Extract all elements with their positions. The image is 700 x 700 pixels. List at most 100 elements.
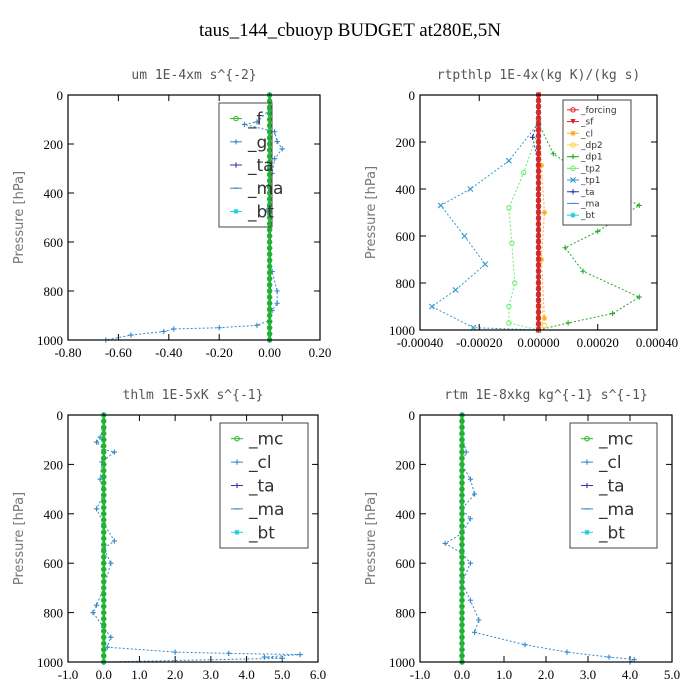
data-point <box>459 430 465 437</box>
data-point <box>459 498 465 505</box>
data-point <box>512 280 518 286</box>
legend-marker <box>234 482 240 489</box>
series-line <box>508 130 539 331</box>
data-point <box>266 245 273 251</box>
data-point <box>104 644 110 650</box>
y-tick-label: 200 <box>396 457 416 472</box>
data-point <box>266 263 273 270</box>
legend-box <box>219 422 309 549</box>
data-point <box>459 541 465 548</box>
y-tick-label: 200 <box>44 137 64 152</box>
data-point <box>535 133 542 139</box>
data-point <box>535 233 542 239</box>
data-point <box>562 245 568 251</box>
data-point <box>459 622 465 628</box>
plot-frame <box>419 94 658 331</box>
data-point <box>101 486 107 492</box>
data-point <box>272 156 278 162</box>
data-point <box>535 262 542 269</box>
data-point <box>467 476 473 482</box>
data-point <box>272 129 278 135</box>
legend-label: _ma <box>580 199 600 209</box>
data-point <box>101 437 107 443</box>
y-tick-label: 800 <box>44 606 64 621</box>
data-point <box>506 205 512 211</box>
data-point <box>101 498 107 505</box>
data-point <box>505 157 512 164</box>
data-point <box>535 250 542 257</box>
data-point <box>459 461 465 468</box>
legend-marker <box>570 177 576 184</box>
data-point <box>535 180 542 186</box>
x-tick-label: 4.0 <box>238 667 254 682</box>
data-point <box>459 646 465 653</box>
y-tick-label: 800 <box>44 284 64 299</box>
data-point <box>459 616 465 622</box>
series-f <box>266 92 273 343</box>
y-tick-label: 600 <box>44 556 64 571</box>
data-point <box>459 628 465 634</box>
legend-marker <box>233 115 239 122</box>
data-point <box>266 227 273 233</box>
data-point <box>101 591 107 597</box>
data-point <box>541 315 548 321</box>
data-point <box>529 134 536 140</box>
data-point <box>459 474 465 480</box>
series-mc <box>101 412 107 665</box>
data-point <box>101 609 107 616</box>
data-point <box>459 437 465 443</box>
data-point <box>101 430 107 437</box>
series-mc <box>459 412 465 665</box>
data-point <box>266 331 273 337</box>
legend-marker <box>570 107 576 113</box>
data-point <box>101 566 107 573</box>
data-point <box>101 634 107 640</box>
panel-1: um 1E-4xm s^{-2} Pressure [hPa] -0.80 -0.60… <box>12 68 331 360</box>
plot-frame <box>419 414 673 663</box>
data-point <box>461 233 468 239</box>
data-point <box>254 119 260 125</box>
legend-marker <box>233 162 239 168</box>
data-point <box>279 146 285 152</box>
data-point <box>101 603 107 610</box>
data-point <box>90 610 96 616</box>
data-point <box>535 145 542 151</box>
x-tick-label: 0.0 <box>454 667 470 682</box>
legend-label: _bt <box>247 202 274 222</box>
y-tick-label: 400 <box>44 507 64 522</box>
data-point <box>459 579 465 585</box>
data-point <box>108 560 114 566</box>
legend-label: _ma <box>598 500 634 520</box>
legend-label: _bt <box>248 523 275 543</box>
data-point <box>171 326 177 332</box>
data-point <box>535 268 542 274</box>
data-point <box>101 455 107 461</box>
data-point <box>535 186 542 192</box>
x-tick-label: -1.0 <box>58 667 79 682</box>
x-tick-label: 0.20 <box>309 345 332 360</box>
x-tick-label: 1.0 <box>131 667 147 682</box>
series-line <box>430 122 539 331</box>
legend-label: _bt <box>598 523 625 543</box>
y-axis-label: Pressure [hPa] <box>12 171 27 264</box>
data-point <box>101 535 107 542</box>
x-tick-label: 1.0 <box>496 667 512 682</box>
data-point <box>266 325 273 331</box>
data-point <box>472 629 478 635</box>
data-point <box>509 240 515 246</box>
y-tick-label: 600 <box>396 229 416 244</box>
data-point <box>520 169 527 176</box>
y-tick-label: 600 <box>396 556 416 571</box>
data-point <box>538 256 545 263</box>
x-tick-label: 0.00000 <box>517 335 559 350</box>
series-line <box>532 118 539 330</box>
data-point <box>101 616 107 622</box>
data-point <box>101 467 107 474</box>
data-point <box>93 439 100 445</box>
data-point <box>535 274 542 280</box>
x-tick-label: 5.0 <box>664 667 680 682</box>
data-point <box>459 640 465 647</box>
y-tick-label: 1000 <box>37 655 63 670</box>
data-point <box>101 628 107 634</box>
